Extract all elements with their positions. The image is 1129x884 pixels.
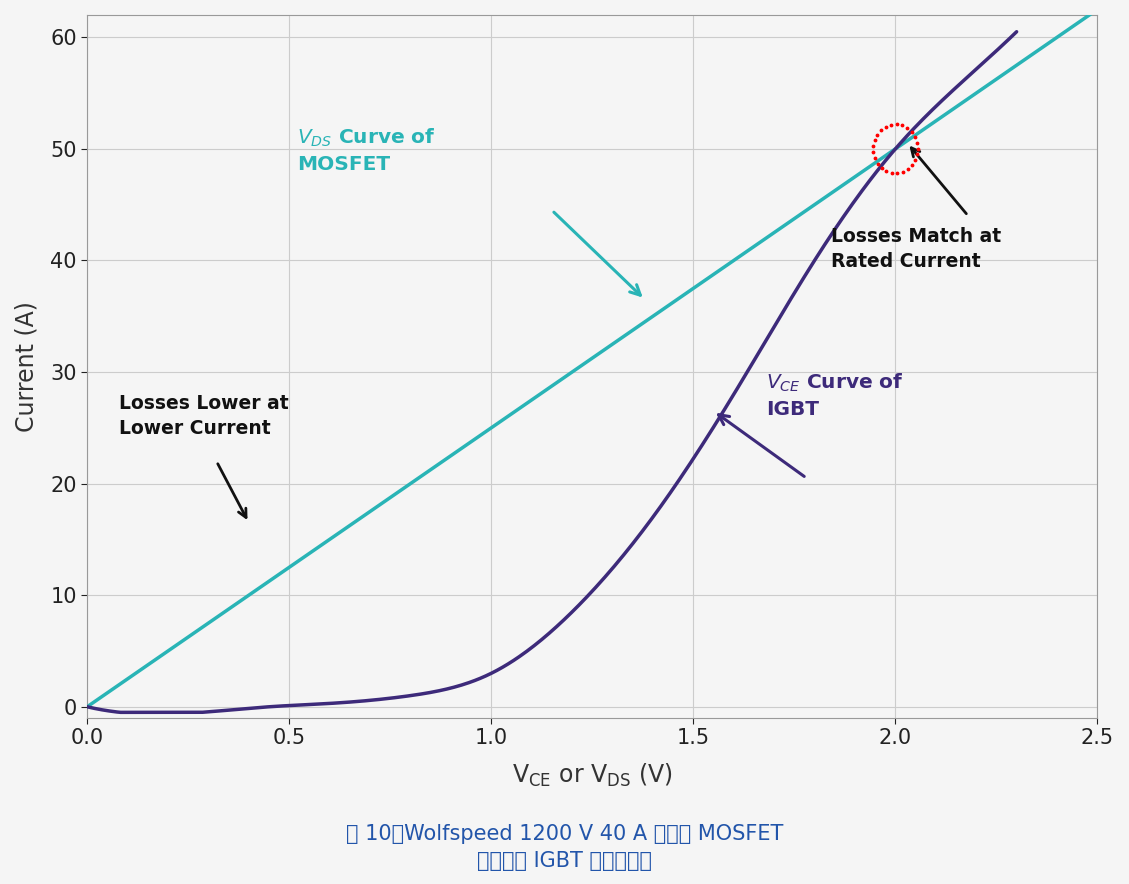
Text: Losses Lower at
Lower Current: Losses Lower at Lower Current <box>120 394 289 438</box>
Y-axis label: Current (A): Current (A) <box>15 301 40 432</box>
Text: 与同类别 IGBT 的导通损耗: 与同类别 IGBT 的导通损耗 <box>476 851 653 871</box>
Text: $V_{CE}$ Curve of
IGBT: $V_{CE}$ Curve of IGBT <box>767 372 903 419</box>
Text: Losses Match at
Rated Current: Losses Match at Rated Current <box>831 227 1000 271</box>
Text: $V_{DS}$ Curve of
MOSFET: $V_{DS}$ Curve of MOSFET <box>297 126 436 174</box>
Text: 图 10：Wolfspeed 1200 V 40 A 碳化硅 MOSFET: 图 10：Wolfspeed 1200 V 40 A 碳化硅 MOSFET <box>345 825 784 844</box>
X-axis label: $\mathregular{V_{CE}}$ or $\mathregular{V_{DS}}$ (V): $\mathregular{V_{CE}}$ or $\mathregular{… <box>511 762 673 789</box>
